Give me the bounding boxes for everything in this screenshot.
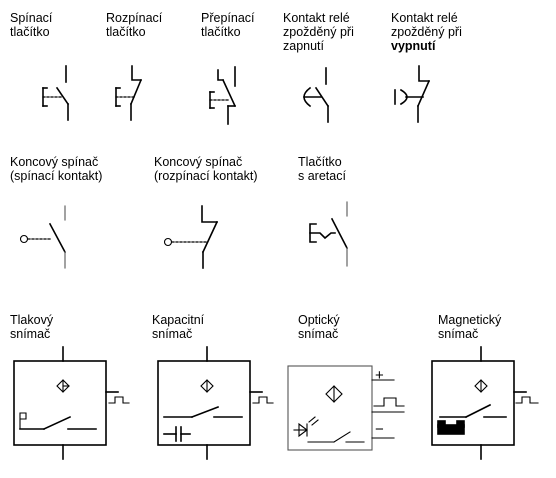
label-rozpinaci-tlacitko: Rozpínací tlačítko <box>106 11 163 39</box>
label-tlacitko-s-aretaci: Tlačítko s aretací <box>298 155 346 183</box>
label-magneticky-snimac: Magnetický snímač <box>438 313 502 341</box>
limit-switch-no-icon <box>19 205 67 269</box>
label-tlakovy-snimac: Tlakový snímač <box>10 313 54 341</box>
label-koncovy-spinac-rozpinaci: Koncový spínač (rozpínací kontakt) <box>154 155 258 183</box>
push-button-changeover-icon <box>209 66 237 125</box>
label-kontakt-vypnuti: Kontakt relé zpožděný při vypnutí <box>391 11 462 53</box>
label-koncovy-spinac-spinaci: Koncový spínač (spínací kontakt) <box>10 155 103 183</box>
label-kontakt-zapnuti: Kontakt relé zpožděný při zapnutí <box>283 11 354 53</box>
push-button-no-icon <box>42 65 70 121</box>
push-button-nc-icon <box>115 65 143 121</box>
minus-sign: − <box>375 421 384 438</box>
label-spinaci-tlacitko: Spínací tlačítko <box>10 11 53 39</box>
capacitive-sensor-icon <box>157 346 274 460</box>
label-prepinaci-tlacitko: Přepínací tlačítko <box>201 11 255 39</box>
plus-sign: + <box>375 367 384 384</box>
relay-on-delay-icon <box>303 67 330 123</box>
magnetic-sensor-icon <box>431 346 539 460</box>
relay-off-delay-icon <box>394 65 431 123</box>
limit-switch-nc-icon <box>163 205 219 269</box>
label-opticky-snimac: Optický snímač <box>298 313 340 341</box>
latching-button-icon <box>309 201 349 267</box>
pressure-sensor-icon <box>13 346 130 460</box>
label-kapacitni-snimac: Kapacitní snímač <box>152 313 205 341</box>
optical-sensor-icon <box>287 365 405 451</box>
